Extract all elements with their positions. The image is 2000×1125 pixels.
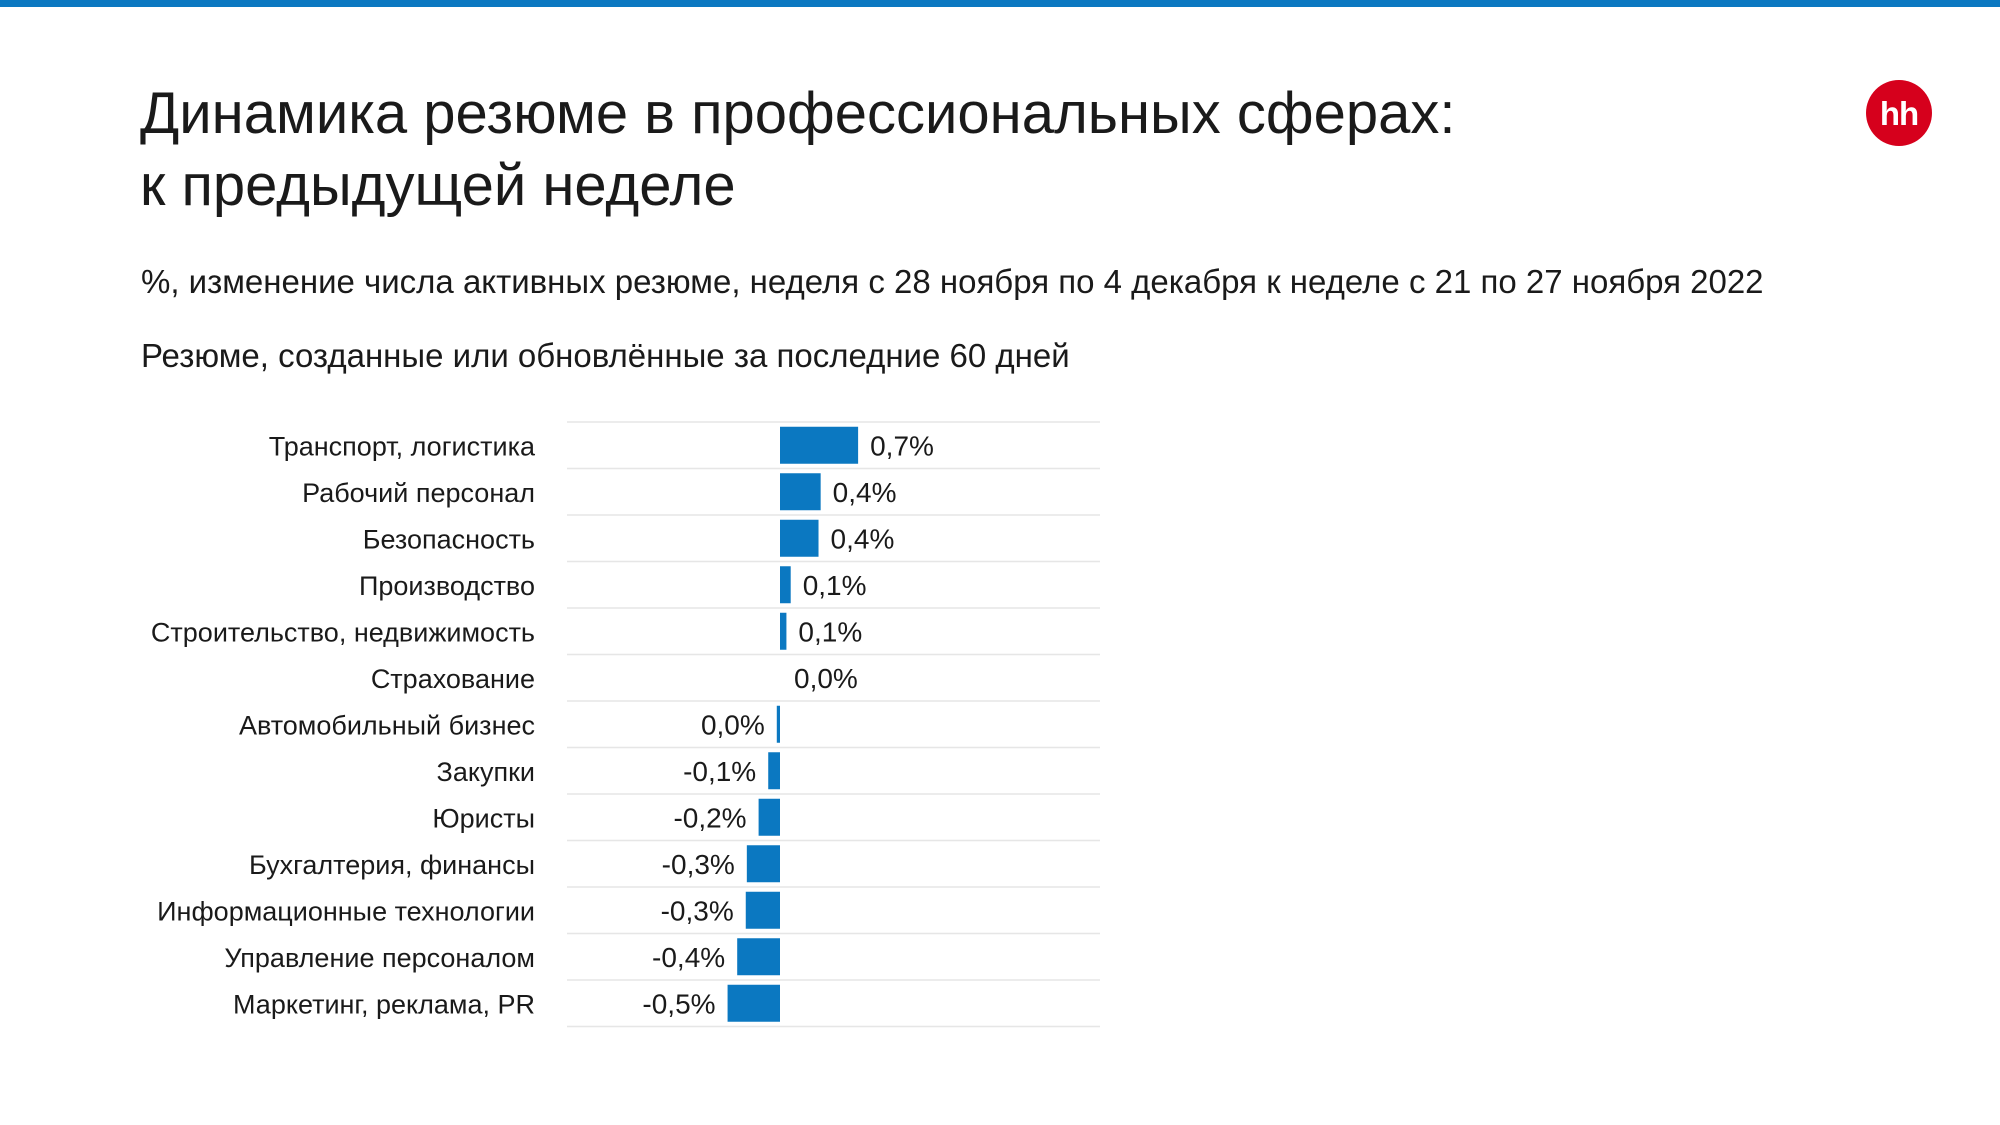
bar <box>780 612 787 650</box>
top-accent-bar <box>0 0 2000 7</box>
category-label: Производство <box>359 571 535 601</box>
hh-logo-text: hh <box>1879 94 1919 132</box>
chart-note: Резюме, созданные или обновлённые за пос… <box>141 337 1070 374</box>
value-label: 0,4% <box>831 523 895 554</box>
value-label: -0,1% <box>683 756 756 787</box>
title-line-1: Динамика резюме в профессиональных сфера… <box>140 81 1456 146</box>
chart-subtitle: %, изменение числа активных резюме, неде… <box>141 263 1764 300</box>
bar <box>758 798 780 836</box>
bar <box>780 473 821 511</box>
value-label: -0,2% <box>673 802 746 833</box>
category-label: Транспорт, логистика <box>269 431 536 461</box>
value-label: 0,1% <box>803 570 867 601</box>
category-label: Управление персоналом <box>224 943 535 973</box>
bar <box>780 566 791 604</box>
value-label: -0,4% <box>652 942 725 973</box>
bar <box>745 891 780 929</box>
bar <box>768 752 780 790</box>
value-label: 0,0% <box>794 663 858 694</box>
value-label: -0,3% <box>661 895 734 926</box>
category-label: Безопасность <box>363 524 535 554</box>
value-label: -0,5% <box>642 988 715 1019</box>
hh-logo: hh <box>1866 80 1932 146</box>
value-label: 0,1% <box>798 616 862 647</box>
category-label: Страхование <box>371 664 535 694</box>
bar <box>746 845 780 883</box>
bar <box>776 705 780 743</box>
category-label: Бухгалтерия, финансы <box>249 850 535 880</box>
title-line-2: к предыдущей неделе <box>140 153 736 218</box>
category-label: Автомобильный бизнес <box>239 710 535 740</box>
value-label: 0,7% <box>870 430 934 461</box>
page-title: Динамика резюме в профессиональных сфера… <box>140 78 1740 222</box>
category-label: Рабочий персонал <box>302 478 535 508</box>
category-label: Строительство, недвижимость <box>151 617 535 647</box>
value-label: 0,0% <box>701 709 765 740</box>
category-label: Юристы <box>432 803 535 833</box>
category-label: Закупки <box>437 757 535 787</box>
bar <box>780 426 859 464</box>
category-label: Маркетинг, реклама, PR <box>233 989 535 1019</box>
bar <box>727 984 780 1022</box>
value-label: -0,3% <box>662 849 735 880</box>
category-label: Информационные технологии <box>157 896 535 926</box>
bar <box>737 938 780 976</box>
value-label: 0,4% <box>833 477 897 508</box>
bar <box>780 519 819 557</box>
